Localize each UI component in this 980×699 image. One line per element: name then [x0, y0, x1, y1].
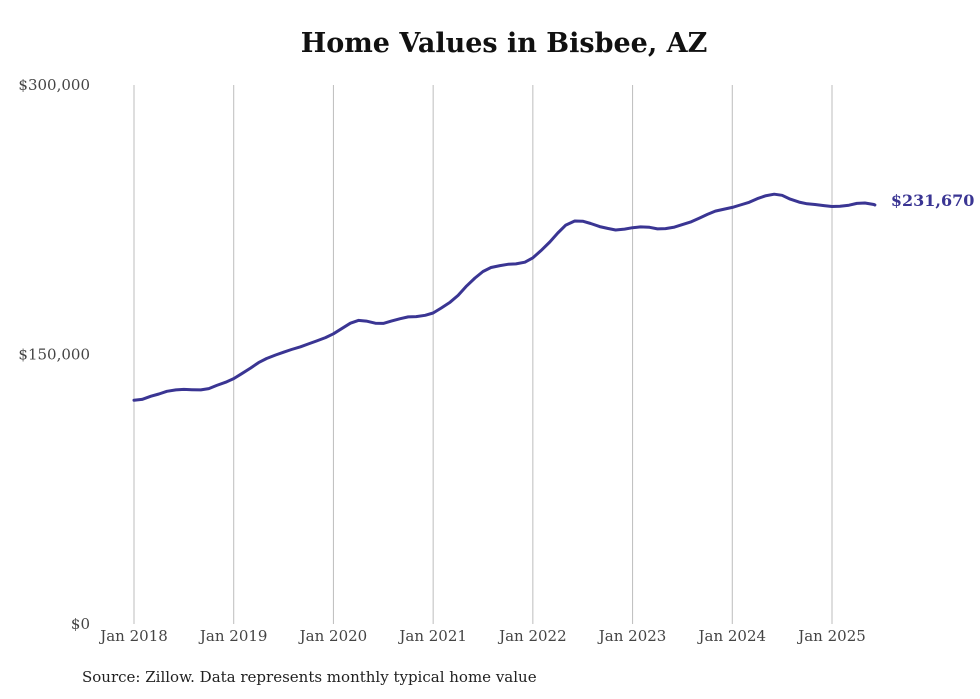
end-value-label: $231,670	[891, 191, 975, 210]
x-tick-label: Jan 2018	[98, 627, 168, 645]
x-tick-label: Jan 2025	[796, 627, 866, 645]
x-tick-label: Jan 2021	[397, 627, 467, 645]
series-layer: $231,670	[132, 191, 975, 402]
chart-title: Home Values in Bisbee, AZ	[300, 28, 708, 59]
y-tick-label: $150,000	[18, 346, 90, 364]
y-tick-label: $300,000	[18, 76, 90, 94]
series-line	[132, 192, 877, 402]
x-tick-label: Jan 2024	[697, 627, 767, 645]
gridlines	[133, 85, 833, 624]
x-axis: Jan 2018 Jan 2019 Jan 2020 Jan 2021 Jan 2022…	[98, 627, 866, 645]
y-tick-label: $0	[71, 615, 90, 633]
x-tick-label: Jan 2023	[597, 627, 667, 645]
x-tick-label: Jan 2022	[497, 627, 567, 645]
y-axis: $0 $150,000 $300,000	[18, 76, 90, 633]
x-tick-label: Jan 2020	[298, 627, 368, 645]
x-tick-label: Jan 2019	[198, 627, 268, 645]
source-note: Source: Zillow. Data represents monthly …	[82, 668, 537, 686]
